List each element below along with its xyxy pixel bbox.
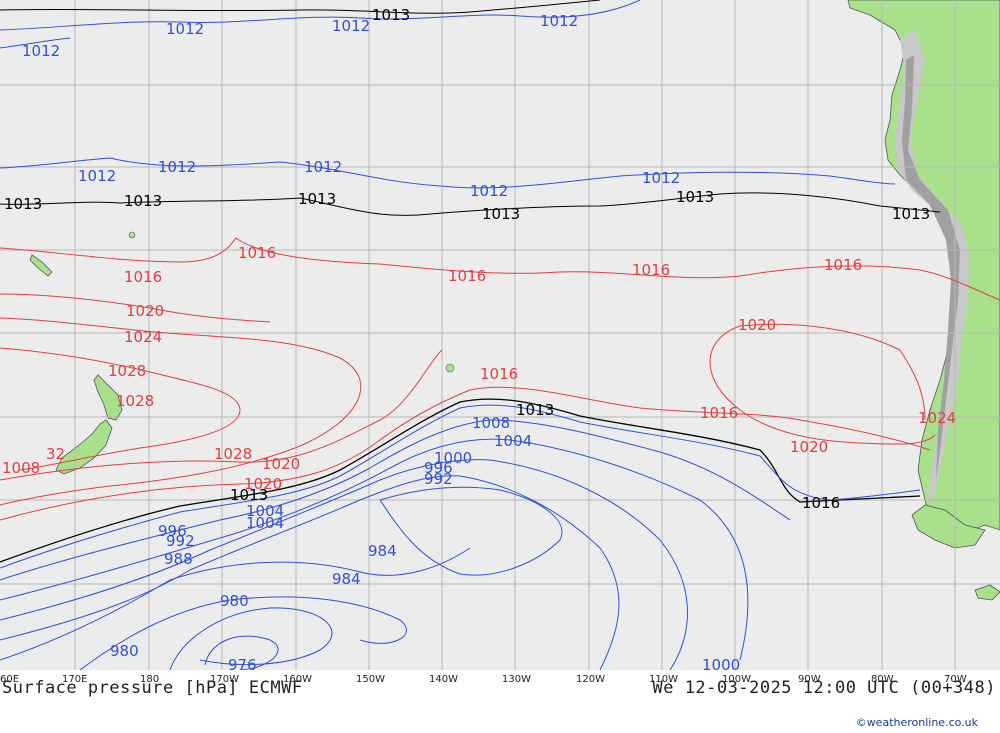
isobar-label: 980 bbox=[110, 642, 139, 660]
longitude-label: 80W bbox=[871, 674, 894, 685]
isobar-label: 1016 bbox=[480, 365, 518, 383]
isobar-label: 1012 bbox=[78, 167, 116, 185]
longitude-label: 180 bbox=[140, 674, 159, 685]
isobar-label: 1016 bbox=[448, 267, 486, 285]
isobar-label: 1016 bbox=[632, 261, 670, 279]
graticule bbox=[0, 0, 1000, 670]
valid-time: We 12-03-2025 12:00 UTC (00+348) bbox=[652, 678, 996, 698]
longitude-label: 170W bbox=[210, 674, 239, 685]
pressure-map: 1012 1012 1012 1012 1012 1012 1012 1012 … bbox=[0, 0, 1000, 670]
isobar-label: 996 bbox=[158, 522, 187, 540]
island-speck bbox=[445, 363, 455, 373]
longitude-label: 120W bbox=[576, 674, 605, 685]
map-title: Surface pressure [hPa] ECMWF bbox=[2, 678, 303, 698]
isobar-label: 1016 bbox=[802, 494, 840, 512]
isobar-label: 1013 bbox=[230, 486, 268, 504]
isobar-label: 1016 bbox=[238, 244, 276, 262]
isobar-labels: 1012 1012 1012 1012 1012 1012 1012 1012 … bbox=[2, 6, 956, 670]
isobar-label: 1013 bbox=[892, 205, 930, 223]
isobar-label: 1028 bbox=[214, 445, 252, 463]
longitude-label: 170E bbox=[62, 674, 87, 685]
isobar-label: 1012 bbox=[642, 169, 680, 187]
longitude-label: 150W bbox=[356, 674, 385, 685]
isobar-label: 1028 bbox=[116, 392, 154, 410]
isobar-label: 992 bbox=[424, 470, 453, 488]
isobar-label: 1008 bbox=[472, 414, 510, 432]
new-zealand-north-island bbox=[93, 374, 123, 421]
isobar-label: 1016 bbox=[824, 256, 862, 274]
new-caledonia bbox=[29, 254, 53, 277]
isobar-lines bbox=[0, 0, 1000, 670]
isobar-label: 1016 bbox=[124, 268, 162, 286]
isobar-label: 1013 bbox=[676, 188, 714, 206]
longitude-label: 160W bbox=[283, 674, 312, 685]
isobar-label: 1012 bbox=[158, 158, 196, 176]
longitude-label: 90W bbox=[798, 674, 821, 685]
map-footer bbox=[0, 670, 1000, 733]
longitude-label: 70W bbox=[944, 674, 967, 685]
isobar-label: 1004 bbox=[494, 432, 532, 450]
isobar-label: 1013 bbox=[372, 6, 410, 24]
isobar-label: 1024 bbox=[918, 409, 956, 427]
isobar-label: 1020 bbox=[126, 302, 164, 320]
isobar-label: 996 bbox=[424, 459, 453, 477]
isobar-label: 1013 bbox=[516, 401, 554, 419]
isobar-label: 1013 bbox=[124, 192, 162, 210]
isobar-label: 1012 bbox=[332, 17, 370, 35]
isobar-label: 992 bbox=[166, 532, 195, 550]
isobar-label: 1012 bbox=[22, 42, 60, 60]
andes-inner bbox=[902, 55, 960, 480]
isobar-label: 980 bbox=[220, 592, 249, 610]
isobar-label: 1004 bbox=[246, 502, 284, 520]
isobar-label: 1020 bbox=[790, 438, 828, 456]
isobar-label: 1004 bbox=[246, 514, 284, 532]
longitude-label: 60E bbox=[0, 674, 19, 685]
longitude-label: 140W bbox=[429, 674, 458, 685]
island-speck bbox=[128, 231, 136, 239]
isobar-label: 32 bbox=[46, 445, 65, 463]
isobar-label: 984 bbox=[368, 542, 397, 560]
isobar-label: 1016 bbox=[700, 404, 738, 422]
isobar-label: 976 bbox=[228, 656, 257, 670]
isobar-label: 1028 bbox=[108, 362, 146, 380]
isobar-label: 1013 bbox=[4, 195, 42, 213]
isobar-label: 1020 bbox=[738, 316, 776, 334]
longitude-label: 130W bbox=[502, 674, 531, 685]
credit-link[interactable]: ©weatheronline.co.uk bbox=[855, 716, 978, 729]
isobar-label: 988 bbox=[164, 550, 193, 568]
isobar-label: 1000 bbox=[434, 449, 472, 467]
longitude-label: 110W bbox=[649, 674, 678, 685]
isobar-label: 1012 bbox=[540, 12, 578, 30]
falkland-islands bbox=[974, 584, 1000, 601]
isobar-label: 1000 bbox=[702, 656, 740, 670]
isobar-label: 1012 bbox=[470, 182, 508, 200]
isobar-label: 984 bbox=[332, 570, 361, 588]
isobar-label: 1012 bbox=[166, 20, 204, 38]
isobar-label: 1012 bbox=[304, 158, 342, 176]
andes-relief bbox=[895, 30, 970, 505]
longitude-axis: 60E 170E 180 170W 160W 150W 140W 130W 12… bbox=[0, 674, 967, 685]
isobar-label: 1013 bbox=[482, 205, 520, 223]
longitude-label: 100W bbox=[722, 674, 751, 685]
isobar-label: 1020 bbox=[244, 475, 282, 493]
isobar-label: 1024 bbox=[124, 328, 162, 346]
isobar-label: 1013 bbox=[298, 190, 336, 208]
isobar-label: 1020 bbox=[262, 455, 300, 473]
ocean-background bbox=[0, 0, 1000, 670]
isobar-label: 1008 bbox=[2, 459, 40, 477]
